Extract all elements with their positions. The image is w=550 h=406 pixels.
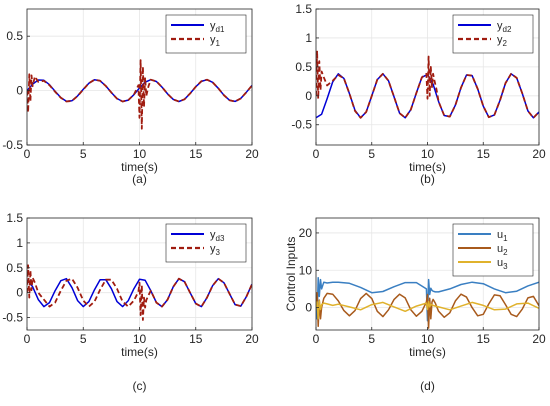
y-tick-label: 10 bbox=[299, 263, 313, 277]
x-tick-label: 10 bbox=[133, 147, 147, 161]
panel-caption: (b) bbox=[420, 172, 435, 186]
legend-label-subscript: d1 bbox=[216, 25, 225, 34]
x-tick-label: 0 bbox=[313, 147, 320, 161]
y-tick-label: 0.5 bbox=[295, 60, 312, 74]
y-tick-label: 1 bbox=[16, 236, 23, 250]
legend-label-subscript: 3 bbox=[503, 262, 508, 271]
x-axis-title: time(s) bbox=[121, 160, 158, 174]
legend-label-subscript: 3 bbox=[216, 248, 221, 257]
legend-box bbox=[165, 14, 247, 54]
panel-caption: (c) bbox=[133, 379, 147, 393]
y-tick-label: 1.5 bbox=[6, 211, 23, 225]
y-tick-label: 1.5 bbox=[295, 2, 312, 16]
x-tick-label: 10 bbox=[421, 332, 435, 346]
legend-label-y_2: y2 bbox=[497, 34, 508, 48]
legend-label-subscript: 2 bbox=[503, 248, 508, 257]
y-tick-label: 0 bbox=[305, 89, 312, 103]
legend-box bbox=[165, 223, 247, 263]
legend-label-subscript: 1 bbox=[216, 39, 221, 48]
legend-box bbox=[452, 14, 534, 54]
legend-label-subscript: d2 bbox=[503, 25, 512, 34]
series-line-y_1 bbox=[27, 59, 252, 130]
x-axis-title: time(s) bbox=[409, 345, 446, 359]
y-tick-label: -0.5 bbox=[2, 138, 23, 152]
x-tick-label: 5 bbox=[368, 332, 375, 346]
panel-caption: (a) bbox=[132, 172, 147, 186]
x-tick-label: 15 bbox=[477, 147, 491, 161]
x-tick-label: 10 bbox=[133, 332, 147, 346]
x-tick-label: 15 bbox=[477, 332, 491, 346]
legend-box bbox=[452, 223, 534, 277]
series-group bbox=[316, 49, 539, 119]
y-tick-label: -0.5 bbox=[291, 118, 312, 132]
y-axis-title: Control Inputs bbox=[284, 237, 298, 312]
y-tick-label: 0 bbox=[16, 286, 23, 300]
x-tick-label: 20 bbox=[532, 147, 546, 161]
x-tick-label: 20 bbox=[245, 147, 259, 161]
legend-label-subscript: d3 bbox=[216, 234, 225, 243]
legend-label-subscript: 1 bbox=[503, 234, 508, 243]
x-tick-label: 15 bbox=[189, 332, 203, 346]
x-tick-label: 15 bbox=[189, 147, 203, 161]
y-tick-label: 0.5 bbox=[6, 261, 23, 275]
y-tick-label: 0 bbox=[16, 84, 23, 98]
series-group bbox=[27, 59, 252, 130]
y-tick-label: 0.5 bbox=[6, 29, 23, 43]
chart-panel-4: 0 5 10 15 20 0 10 20 time(s) Control Inputs u1u2u3… bbox=[284, 217, 546, 393]
y-tick-label: 0 bbox=[305, 301, 312, 315]
x-tick-label: 20 bbox=[245, 332, 259, 346]
legend-label-y_3: y3 bbox=[210, 243, 221, 257]
y-tick-label: 20 bbox=[299, 226, 313, 240]
series-line-u_3 bbox=[316, 300, 539, 320]
legend-label-subscript: 2 bbox=[503, 39, 508, 48]
series-line-y_3 bbox=[27, 264, 252, 321]
x-tick-label: 0 bbox=[24, 147, 31, 161]
panel-caption: (d) bbox=[420, 379, 435, 393]
x-axis-title: time(s) bbox=[121, 345, 158, 359]
x-tick-label: 10 bbox=[421, 147, 435, 161]
series-group bbox=[27, 264, 252, 321]
legend-label-u_3: u3 bbox=[497, 257, 508, 271]
series-line-y_2 bbox=[316, 49, 539, 119]
x-tick-label: 20 bbox=[532, 332, 546, 346]
series-group bbox=[316, 276, 539, 329]
series-line-u_1 bbox=[316, 276, 539, 322]
legend-label-y_1: y1 bbox=[210, 34, 221, 48]
x-tick-label: 5 bbox=[80, 147, 87, 161]
x-tick-label: 0 bbox=[313, 332, 320, 346]
y-tick-label: -0.5 bbox=[2, 311, 23, 325]
x-tick-label: 0 bbox=[24, 332, 31, 346]
x-tick-label: 5 bbox=[80, 332, 87, 346]
y-tick-label: 1 bbox=[305, 31, 312, 45]
series-line-u_2 bbox=[316, 291, 539, 329]
x-tick-label: 5 bbox=[368, 147, 375, 161]
legend-label-u_1: u1 bbox=[497, 229, 508, 243]
x-axis-title: time(s) bbox=[409, 160, 446, 174]
legend-label-u_2: u2 bbox=[497, 243, 508, 257]
